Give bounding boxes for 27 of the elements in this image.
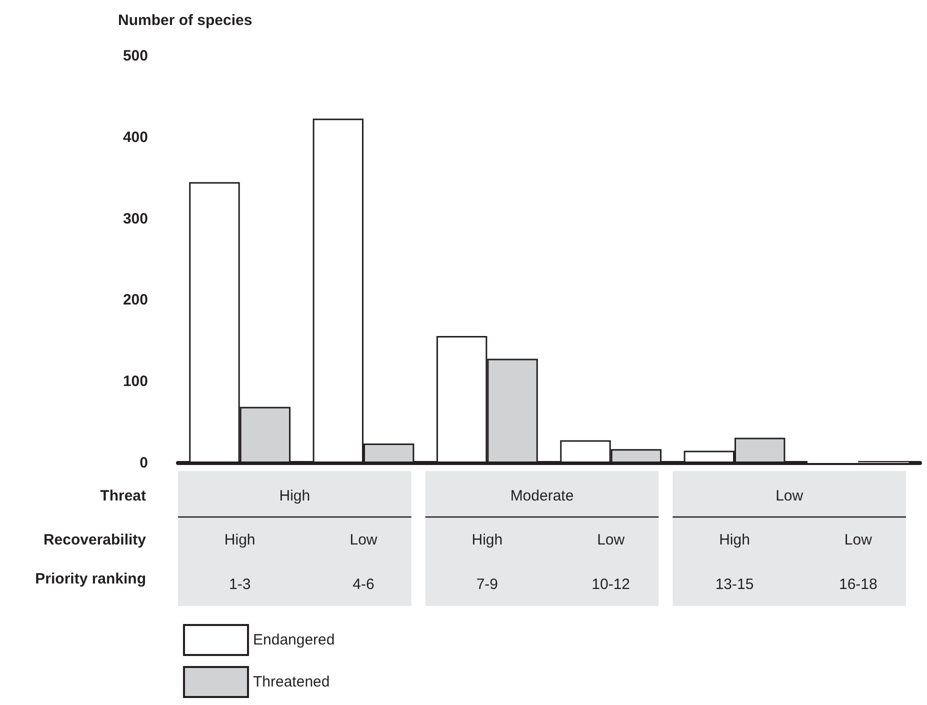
- x-tick-label: 10-12: [592, 576, 630, 593]
- y-tick-label: 0: [140, 454, 148, 472]
- text: Low: [844, 532, 872, 548]
- text: High: [224, 532, 256, 548]
- y-tick-label: 200: [122, 292, 148, 309]
- text: Low: [776, 488, 804, 504]
- legend-label: Threatened: [253, 674, 330, 690]
- y-tick-label: 400: [122, 128, 148, 146]
- text: High: [472, 532, 503, 548]
- x-tick-label: 16-18: [838, 576, 878, 593]
- y-tick-label: 500: [122, 48, 148, 64]
- x-tick-label: 1-3: [228, 576, 251, 593]
- text: High: [719, 532, 750, 548]
- y-tick-label: 100: [122, 373, 148, 390]
- text: Moderate: [510, 488, 574, 504]
- y-tick-label: 300: [122, 210, 148, 228]
- text: Priority ranking: [35, 570, 146, 588]
- x-tick-label: 13-15: [715, 576, 754, 593]
- text: Threat: [100, 488, 146, 504]
- text: Low: [597, 532, 625, 548]
- x-tick-label: 7-9: [476, 576, 498, 593]
- y-axis-title: Number of species: [118, 12, 252, 29]
- text: Low: [350, 532, 378, 548]
- text: High: [279, 488, 310, 504]
- legend-label: Endangered: [253, 632, 335, 648]
- x-tick-label: 4-6: [352, 576, 374, 593]
- text: Recoverability: [43, 532, 147, 548]
